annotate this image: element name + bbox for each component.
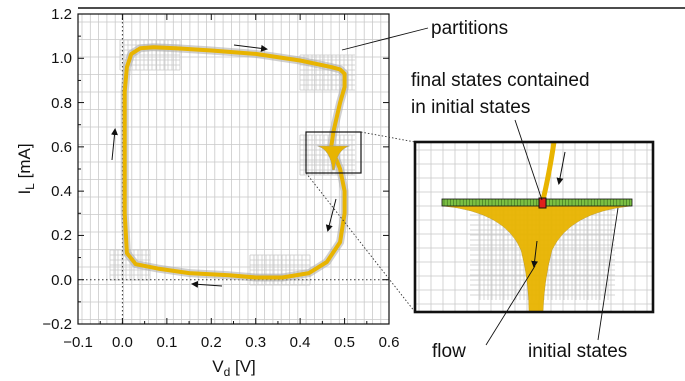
axis-ticks: [77, 13, 390, 325]
annotation-final-states-line1: final states contained: [411, 70, 590, 91]
y-axis-label: IL [mA]: [15, 143, 37, 194]
flow-arrow-left: [111, 128, 118, 161]
y-tick-label: 1.0: [51, 50, 72, 67]
x-tick-label: 0.6: [379, 334, 400, 351]
x-tick-label: 0.4: [290, 334, 311, 351]
y-tick-labels: −0.2 0.0 0.2 0.4 0.6 0.8 1.0 1.2: [42, 6, 72, 333]
trajectory-line: [122, 45, 347, 280]
flow-arrow-bottom: [191, 280, 223, 288]
x-tick-label: 0.3: [245, 334, 266, 351]
x-tick-label: 0.2: [201, 334, 222, 351]
zoom-connector-top: [360, 131, 416, 143]
x-tick-label: −0.1: [63, 334, 93, 351]
x-tick-label: 0.1: [156, 334, 177, 351]
inset-yellow-fan: [442, 205, 632, 312]
y-tick-label: 0.0: [51, 272, 72, 289]
inset-frame: [413, 140, 655, 314]
leader-initial-states: [597, 207, 619, 341]
initial-set-spike: [317, 145, 350, 171]
y-tick-label: 0.8: [51, 95, 72, 112]
flow-arrow-right: [325, 198, 337, 232]
inset-flow-arrow: [556, 151, 566, 185]
annotation-final-states-line2: in initial states: [411, 97, 530, 118]
inset-trajectory-stem: [540, 142, 557, 201]
x-tick-label: 0.5: [334, 334, 355, 351]
leader-final-states: [514, 119, 543, 201]
initial-states-hatch: [443, 199, 630, 206]
annotation-flow: flow: [432, 341, 466, 362]
annotation-partitions: partitions: [431, 18, 508, 39]
annotation-initial-states: initial states: [528, 341, 627, 362]
plot-area: [77, 13, 390, 325]
y-tick-label: 0.6: [51, 139, 72, 156]
zoom-connector-bottom: [305, 172, 416, 313]
y-tick-label: −0.2: [42, 316, 72, 333]
flow-arrow-top: [233, 44, 268, 52]
y-tick-label: 0.2: [51, 227, 72, 244]
x-tick-labels: −0.1 0.0 0.1 0.2 0.3 0.4 0.5 0.6: [63, 334, 399, 351]
final-states-box: [538, 197, 547, 209]
inset-zoom-panel: [413, 140, 655, 314]
zoom-selection-box: [305, 131, 362, 174]
y-tick-label: 0.4: [51, 183, 72, 200]
leader-flow: [485, 265, 536, 346]
inset-flow-arrow-lower: [531, 240, 539, 268]
y-tick-label: 1.2: [51, 6, 72, 23]
x-tick-label: 0.0: [112, 334, 133, 351]
x-axis-label: Vd [V]: [212, 357, 256, 379]
leader-partitions: [341, 27, 429, 51]
